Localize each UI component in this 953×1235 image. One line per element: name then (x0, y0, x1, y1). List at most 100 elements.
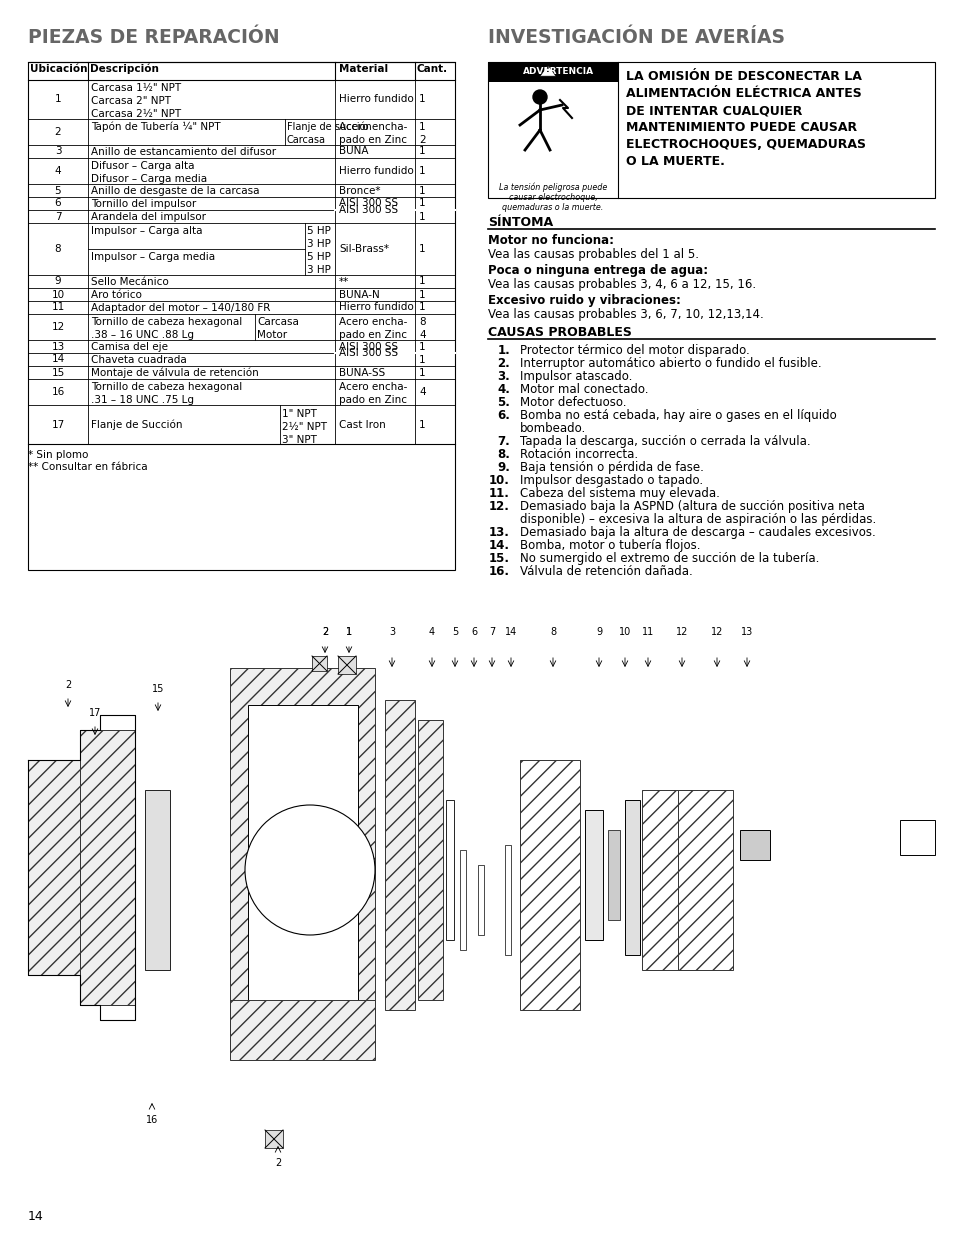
Polygon shape (539, 65, 556, 77)
Text: 1: 1 (418, 277, 425, 287)
Text: Camisa del eje: Camisa del eje (91, 342, 168, 352)
Text: 2: 2 (54, 127, 61, 137)
Text: 14.: 14. (489, 538, 510, 552)
Text: Motor no funciona:: Motor no funciona: (488, 233, 614, 247)
Text: Protector térmico del motor disparado.: Protector térmico del motor disparado. (519, 345, 749, 357)
Text: 4.: 4. (497, 383, 510, 396)
Text: 1: 1 (346, 627, 352, 637)
Text: Tornillo del impulsor: Tornillo del impulsor (91, 199, 196, 209)
Text: 1: 1 (418, 95, 425, 105)
Text: SÍNTOMA: SÍNTOMA (488, 216, 553, 228)
Text: 1: 1 (418, 354, 425, 366)
Text: Carcasa: Carcasa (287, 135, 326, 144)
Text: 2: 2 (321, 627, 328, 637)
Text: 1: 1 (418, 212, 425, 222)
Text: AISI 300 SS: AISI 300 SS (338, 348, 397, 358)
Text: 5.: 5. (497, 396, 510, 409)
Text: 3: 3 (389, 627, 395, 637)
Text: Vea las causas probables 3, 6, 7, 10, 12,13,14.: Vea las causas probables 3, 6, 7, 10, 12… (488, 308, 763, 321)
Text: Rotación incorrecta.: Rotación incorrecta. (519, 448, 638, 461)
Bar (80, 730, 135, 1005)
Text: 5: 5 (54, 185, 61, 195)
Text: Carcasa 1½" NPT: Carcasa 1½" NPT (91, 83, 181, 93)
Text: Tapada la descarga, succión o cerrada la válvula.: Tapada la descarga, succión o cerrada la… (519, 435, 810, 448)
Text: 7: 7 (54, 211, 61, 221)
Text: MANTENIMIENTO PUEDE CAUSAR: MANTENIMIENTO PUEDE CAUSAR (625, 121, 856, 135)
Text: .38 – 16 UNC .88 Lg: .38 – 16 UNC .88 Lg (91, 330, 193, 340)
Text: CAUSAS PROBABLES: CAUSAS PROBABLES (488, 326, 631, 338)
Text: Bomba, motor o tubería flojos.: Bomba, motor o tubería flojos. (519, 538, 700, 552)
Text: Adaptador del motor – 140/180 FR: Adaptador del motor – 140/180 FR (91, 303, 270, 312)
Text: 1: 1 (418, 165, 425, 177)
Text: Demasiado baja la ASPND (altura de succión positiva neta: Demasiado baja la ASPND (altura de succi… (519, 500, 864, 513)
Text: 3 HP: 3 HP (307, 240, 331, 249)
Bar (641, 790, 697, 969)
Text: 9: 9 (54, 277, 61, 287)
Text: 3.: 3. (497, 370, 510, 383)
Text: 12: 12 (51, 322, 65, 332)
Text: 9.: 9. (497, 461, 510, 474)
Text: Ubicación: Ubicación (30, 64, 88, 74)
Text: INVESTIGACIÓN DE AVERÍAS: INVESTIGACIÓN DE AVERÍAS (488, 28, 784, 47)
Text: 4: 4 (429, 627, 435, 637)
Text: Vea las causas probables 3, 4, 6 a 12, 15, 16.: Vea las causas probables 3, 4, 6 a 12, 1… (488, 278, 756, 291)
Text: Descripción: Descripción (90, 64, 159, 74)
Text: 3" NPT: 3" NPT (282, 435, 316, 445)
Text: 1: 1 (418, 147, 425, 157)
Text: Baja tensión o pérdida de fase.: Baja tensión o pérdida de fase. (519, 461, 703, 474)
Text: Impulsor desgastado o tapado.: Impulsor desgastado o tapado. (519, 474, 702, 487)
Text: BUNA-SS: BUNA-SS (338, 368, 385, 378)
Text: Motor defectuoso.: Motor defectuoso. (519, 396, 626, 409)
Text: Difusor – Carga media: Difusor – Carga media (91, 174, 207, 184)
Text: Difusor – Carga alta: Difusor – Carga alta (91, 161, 194, 170)
Text: 8.: 8. (497, 448, 510, 461)
Text: 1: 1 (54, 95, 61, 105)
Text: 3 HP: 3 HP (307, 266, 331, 275)
Text: No sumergido el extremo de succión de la tubería.: No sumergido el extremo de succión de la… (519, 552, 819, 564)
Text: 1: 1 (418, 342, 425, 352)
Text: 1: 1 (418, 303, 425, 312)
Text: Impulsor atascado.: Impulsor atascado. (519, 370, 632, 383)
Text: pado en Zinc: pado en Zinc (338, 395, 407, 405)
Bar (145, 790, 170, 969)
Text: 8: 8 (418, 317, 425, 327)
Text: 13: 13 (740, 627, 752, 637)
Text: Hierro fundido: Hierro fundido (338, 165, 414, 177)
Text: Bomba no está cebada, hay aire o gases en el líquido: Bomba no está cebada, hay aire o gases e… (519, 409, 836, 422)
Text: Hierro fundido: Hierro fundido (338, 303, 414, 312)
Text: Cant.: Cant. (416, 64, 448, 74)
Text: pado en Zinc: pado en Zinc (338, 330, 407, 340)
Text: Carcasa: Carcasa (256, 317, 298, 327)
Text: Acero encha-: Acero encha- (338, 382, 407, 391)
Text: AISI 300 SS: AISI 300 SS (338, 199, 397, 209)
Text: !: ! (545, 65, 549, 74)
Text: 2: 2 (418, 135, 425, 144)
Text: 1: 1 (418, 420, 425, 430)
Text: Chaveta cuadrada: Chaveta cuadrada (91, 354, 187, 366)
Text: O LA MUERTE.: O LA MUERTE. (625, 156, 724, 168)
Text: 12.: 12. (489, 500, 510, 513)
Text: 6: 6 (471, 627, 476, 637)
Bar (504, 845, 511, 955)
Text: Vea las causas probables del 1 al 5.: Vea las causas probables del 1 al 5. (488, 248, 699, 261)
Text: * Sin plomo: * Sin plomo (28, 450, 89, 459)
Text: Material: Material (338, 64, 388, 74)
Text: 1" NPT: 1" NPT (282, 409, 316, 419)
Text: 1: 1 (418, 368, 425, 378)
Bar (385, 700, 415, 1010)
Text: 1.: 1. (497, 345, 510, 357)
Text: 2: 2 (65, 680, 71, 690)
Bar (488, 62, 934, 198)
Text: Acero encha-: Acero encha- (338, 122, 407, 132)
Text: PIEZAS DE REPARACIÓN: PIEZAS DE REPARACIÓN (28, 28, 279, 47)
Bar (459, 850, 465, 950)
Text: 14: 14 (28, 1210, 44, 1223)
Text: 5 HP: 5 HP (307, 226, 331, 236)
Text: 1: 1 (346, 627, 352, 637)
Bar (477, 864, 483, 935)
Bar (265, 1130, 283, 1149)
Text: 1: 1 (418, 185, 425, 195)
Text: Demasiado baja la altura de descarga – caudales excesivos.: Demasiado baja la altura de descarga – c… (519, 526, 875, 538)
Text: ELECTROCHOQUES, QUEMADURAS: ELECTROCHOQUES, QUEMADURAS (625, 138, 865, 151)
Bar (899, 820, 934, 855)
